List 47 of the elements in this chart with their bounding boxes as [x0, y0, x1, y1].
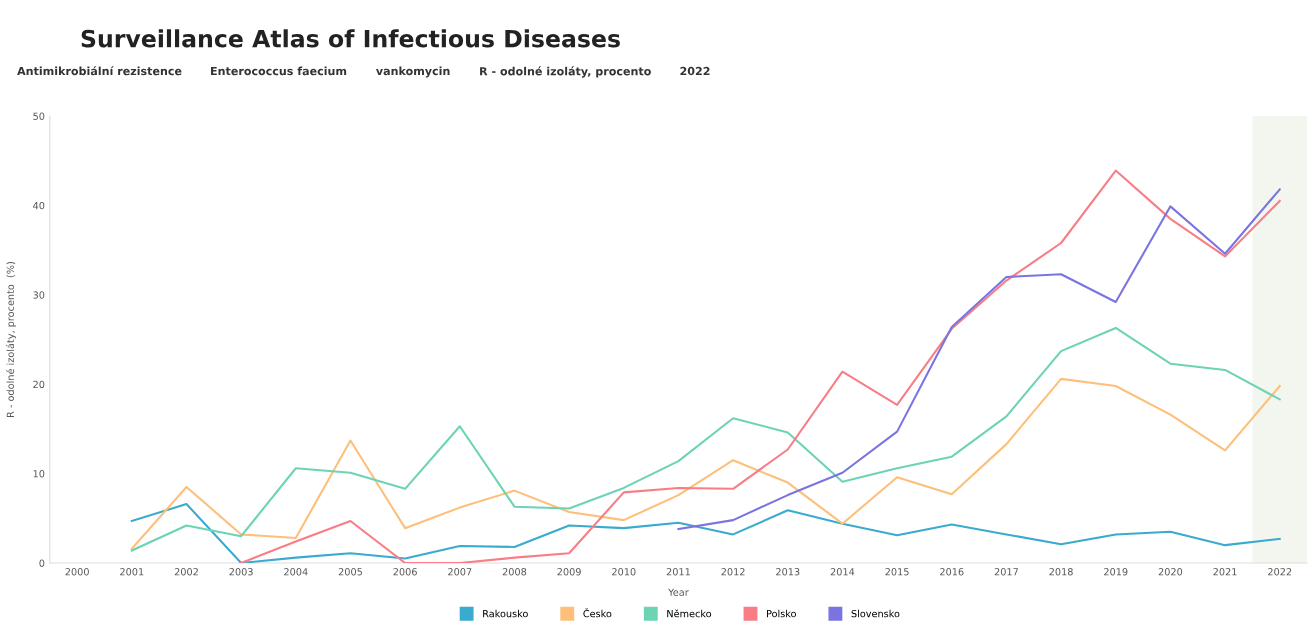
- legend-label: Rakousko: [483, 609, 528, 618]
- x-tick-label: 2018: [1049, 568, 1073, 576]
- line-series: [130, 377, 1281, 550]
- legend-label: Slovensko: [851, 609, 900, 618]
- y-tick-label: 30: [33, 291, 45, 299]
- x-tick-label: 2009: [557, 568, 581, 576]
- y-tick-label: 50: [33, 112, 45, 120]
- x-tick-label: 2007: [448, 568, 472, 576]
- y-tick-label: 10: [33, 470, 45, 478]
- legend-label: Polsko: [767, 609, 796, 618]
- x-tick-label: 2012: [721, 568, 745, 576]
- text: 2022: [680, 66, 710, 76]
- text: R - odolné izoláty, procento: [480, 66, 651, 78]
- x-tick-label: 2005: [338, 568, 362, 576]
- x-tick-label: 2020: [1158, 568, 1183, 576]
- x-tick-label: 2010: [612, 568, 636, 576]
- x-tick-label: 2022: [1268, 568, 1292, 576]
- x-tick-label: 2002: [174, 568, 198, 576]
- legend-label: Německo: [667, 609, 712, 618]
- text: Antimikrobiální rezistence: [17, 66, 182, 76]
- x-tick-label: 2011: [666, 568, 690, 576]
- legend-label: Česko: [583, 608, 612, 618]
- y-tick-label: 0: [39, 559, 45, 567]
- x-tick-label: 2013: [776, 568, 800, 576]
- line-series: [130, 326, 1281, 552]
- x-tick-label: 2001: [120, 568, 144, 576]
- x-tick-label: 2003: [229, 568, 253, 576]
- x-axis-title: Year: [668, 588, 689, 596]
- x-tick-label: 2014: [830, 568, 855, 576]
- x-tick-label: 2017: [994, 568, 1018, 576]
- text: vankomycin: [376, 66, 450, 78]
- y-tick-label: 20: [33, 380, 45, 389]
- x-tick-label: 2016: [940, 568, 964, 576]
- line-series: [240, 169, 1281, 564]
- chart-title: Surveillance Atlas of Infectious Diseases: [81, 29, 620, 48]
- x-tick-label: 2000: [65, 568, 89, 576]
- y-tick-label: 40: [33, 201, 45, 210]
- line-series: [677, 188, 1281, 531]
- x-tick-label: 2004: [284, 568, 308, 576]
- line-series: [130, 502, 1281, 564]
- x-tick-label: 2015: [885, 568, 909, 576]
- x-tick-label: 2008: [502, 568, 527, 576]
- y-axis-title: R - odolné izoláty, procento (%): [6, 262, 16, 417]
- x-tick-label: 2021: [1213, 568, 1237, 576]
- x-tick-label: 2019: [1104, 568, 1128, 576]
- text: Enterococcus faecium: [211, 66, 347, 76]
- x-tick-label: 2006: [393, 568, 417, 576]
